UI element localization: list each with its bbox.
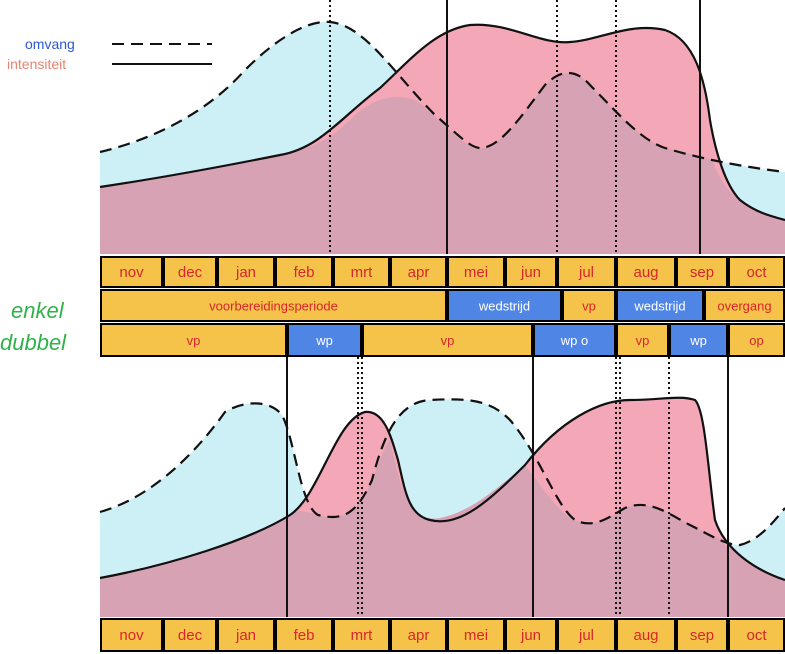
- month-top-label-apr: apr: [408, 264, 430, 281]
- single-period-cell-3: [618, 291, 702, 320]
- bottom-volume-curve: [99, 398, 785, 547]
- double-period-label-3: wp o: [560, 333, 588, 348]
- single-period-row: voorbereidingsperiode wedstrijd vp wedstrij…: [100, 289, 785, 322]
- double-row-label: dubbel: [0, 330, 67, 355]
- month-top-cell-sep: [678, 258, 726, 286]
- month-top-label-nov: nov: [119, 264, 144, 281]
- month-top-cell-nov: [102, 258, 161, 286]
- month-bottom-cell-nov: [102, 620, 161, 650]
- month-top-cell-dec: [165, 258, 215, 286]
- double-period-cell-5: [671, 325, 726, 355]
- month-bottom-label-jul: jul: [578, 627, 594, 644]
- double-period-label-0: vp: [187, 333, 201, 348]
- month-top-cell-oct: [730, 258, 783, 286]
- top-volume-curve: [99, 20, 785, 174]
- month-bottom-cell-jul: [559, 620, 614, 650]
- month-bottom-cell-mrt: [335, 620, 388, 650]
- month-bottom-label-nov: nov: [119, 627, 144, 644]
- month-bottom-cell-jan: [219, 620, 273, 650]
- month-bottom-label-feb: feb: [294, 627, 315, 644]
- double-period-cell-2: [364, 325, 531, 355]
- single-period-label-0: voorbereidingsperiode: [209, 299, 338, 314]
- double-period-label-1: wp: [315, 333, 333, 348]
- single-row-label: enkel: [11, 298, 65, 323]
- month-bar-bottom: nov dec jan feb mrt apr mei jun jul aug sep oct: [100, 618, 785, 652]
- top-overlap-area: [100, 72, 785, 254]
- month-top-label-sep: sep: [690, 264, 714, 281]
- month-bottom-label-apr: apr: [408, 627, 430, 644]
- month-top-cell-jan: [219, 258, 273, 286]
- month-top-cell-feb: [277, 258, 331, 286]
- month-top-cell-apr: [392, 258, 445, 286]
- month-bottom-cell-apr: [392, 620, 445, 650]
- month-bar-top: nov dec jan feb mrt apr mei jun jul aug sep oct: [100, 256, 785, 288]
- month-bottom-label-sep: sep: [690, 627, 714, 644]
- month-top-cell-aug: [618, 258, 674, 286]
- double-period-cell-6: [730, 325, 783, 355]
- month-bottom-cell-dec: [165, 620, 215, 650]
- top-chart: [99, 0, 785, 255]
- month-top-label-dec: dec: [178, 264, 203, 281]
- bottom-overlap-area: [100, 440, 785, 617]
- month-top-label-feb: feb: [294, 264, 315, 281]
- single-period-label-4: overgang: [717, 299, 771, 314]
- month-top-label-mrt: mrt: [351, 264, 373, 281]
- single-period-label-1: wedstrijd: [478, 299, 530, 314]
- double-period-row: vp wp vp wp o vp wp op: [100, 323, 785, 357]
- month-top-label-mei: mei: [464, 264, 488, 281]
- single-period-cell-1: [449, 291, 560, 320]
- month-bottom-cell-sep: [678, 620, 726, 650]
- double-period-label-5: wp: [689, 333, 707, 348]
- month-top-label-oct: oct: [746, 264, 767, 281]
- month-top-label-jun: jun: [520, 264, 541, 281]
- double-period-label-2: vp: [441, 333, 455, 348]
- month-bottom-label-jan: jan: [235, 627, 256, 644]
- month-top-label-jul: jul: [578, 264, 594, 281]
- month-bottom-label-jun: jun: [520, 627, 541, 644]
- month-bottom-cell-jun: [507, 620, 555, 650]
- bottom-intensity-curve: [99, 396, 785, 582]
- legend-volume-label: omvang: [25, 36, 75, 52]
- month-bottom-cell-mei: [449, 620, 503, 650]
- month-top-label-jan: jan: [235, 264, 256, 281]
- month-bottom-cell-oct: [730, 620, 783, 650]
- month-top-cell-mei: [449, 258, 503, 286]
- month-bottom-label-mei: mei: [464, 627, 488, 644]
- double-period-cell-3: [535, 325, 614, 355]
- month-top-cell-jun: [507, 258, 555, 286]
- single-period-cell-0: [102, 291, 445, 320]
- month-bottom-cell-aug: [618, 620, 674, 650]
- month-bottom-label-aug: aug: [633, 627, 658, 644]
- bottom-chart: [99, 357, 785, 617]
- double-period-cell-4: [618, 325, 667, 355]
- month-bottom-cell-feb: [277, 620, 331, 650]
- double-period-cell-0: [102, 325, 285, 355]
- double-period-label-6: op: [749, 333, 763, 348]
- double-period-label-4: vp: [636, 333, 650, 348]
- month-top-cell-mrt: [335, 258, 388, 286]
- month-bottom-label-dec: dec: [178, 627, 203, 644]
- month-top-label-aug: aug: [633, 264, 658, 281]
- top-intensity-curve: [99, 23, 785, 222]
- month-bottom-label-oct: oct: [746, 627, 767, 644]
- single-period-label-3: wedstrijd: [633, 299, 685, 314]
- legend: omvang intensiteit: [7, 36, 212, 72]
- month-top-cell-jul: [559, 258, 614, 286]
- single-period-label-2: vp: [582, 299, 596, 314]
- month-bottom-label-mrt: mrt: [351, 627, 373, 644]
- legend-intensity-label: intensiteit: [7, 56, 66, 72]
- double-period-cell-1: [289, 325, 360, 355]
- single-period-cell-2: [564, 291, 614, 320]
- single-period-cell-4: [706, 291, 783, 320]
